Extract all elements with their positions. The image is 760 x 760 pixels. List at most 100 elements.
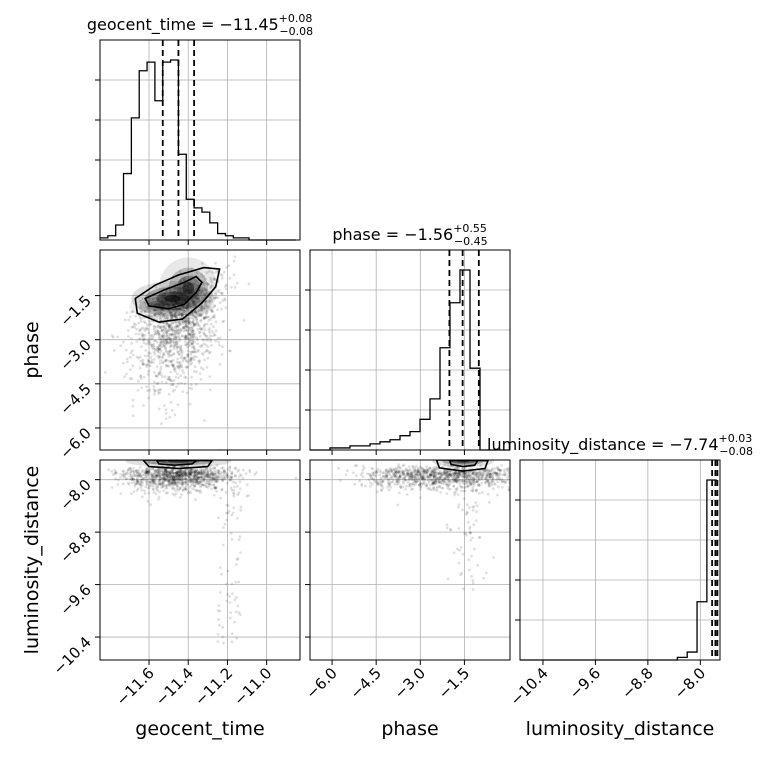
sample-point (152, 388, 156, 391)
sample-point (222, 641, 225, 645)
sample-point (162, 473, 165, 477)
sample-point (410, 482, 414, 485)
sample-point (176, 403, 180, 407)
sample-point (225, 473, 229, 477)
sample-point (168, 471, 172, 475)
sample-point (197, 323, 201, 326)
sample-point (425, 471, 429, 475)
sample-point (413, 482, 417, 486)
sample-point (204, 343, 208, 347)
sample-point (437, 480, 441, 484)
sample-point (188, 322, 191, 325)
sample-point (177, 307, 181, 310)
sample-point (170, 480, 174, 483)
sample-point (200, 313, 203, 317)
panel-frame-phase_vs_geocent_time (99, 249, 301, 451)
sample-point (183, 487, 187, 491)
sample-point (516, 479, 519, 482)
sample-point (207, 269, 211, 273)
sample-point (195, 336, 199, 340)
sample-point (470, 554, 473, 558)
sample-point (472, 479, 476, 482)
sample-point (397, 480, 401, 483)
sample-point (162, 332, 166, 336)
sample-point (396, 477, 400, 481)
sample-point (180, 349, 184, 353)
sample-point (189, 306, 193, 309)
sample-point (419, 474, 423, 478)
sample-point (417, 469, 420, 473)
sample-point (394, 475, 397, 478)
sample-point (174, 325, 178, 329)
sample-point (195, 320, 199, 324)
sample-point (145, 478, 149, 482)
sample-point (189, 286, 193, 290)
sample-point (180, 320, 184, 324)
sample-point (481, 472, 485, 475)
sample-point (165, 473, 169, 477)
sample-point (210, 471, 214, 475)
sample-point (152, 342, 156, 346)
sample-point (443, 469, 446, 473)
sample-point (447, 473, 451, 477)
sample-point (181, 306, 185, 310)
sample-point (138, 483, 142, 486)
sample-point (397, 470, 401, 474)
sample-point (178, 307, 182, 311)
sample-point (125, 311, 129, 315)
sample-point (195, 489, 199, 492)
sample-point (474, 501, 478, 505)
sample-point (216, 609, 220, 613)
sample-point (187, 332, 191, 336)
sample-point (458, 549, 461, 552)
sample-point (486, 476, 490, 480)
sample-point (444, 473, 448, 476)
sample-point (406, 474, 410, 478)
sample-point (228, 616, 232, 620)
sample-point (398, 476, 402, 479)
sample-point (182, 306, 186, 310)
sample-point (203, 473, 206, 477)
sample-point (157, 337, 161, 340)
sample-point (165, 321, 168, 325)
sample-point (201, 475, 205, 479)
sample-point (188, 473, 192, 476)
sample-point (158, 362, 162, 365)
sample-point (123, 472, 126, 476)
hist-grid-luminosity_distance (520, 499, 720, 621)
sample-point (410, 473, 414, 477)
sample-point (394, 471, 398, 475)
sample-point (169, 301, 173, 305)
sample-point (436, 476, 440, 480)
sample-point (486, 478, 490, 482)
sample-point (174, 334, 178, 338)
sample-point (144, 342, 148, 346)
sample-point (161, 343, 165, 346)
sample-point (214, 261, 217, 265)
sample-point (178, 338, 182, 342)
sample-point (167, 471, 171, 475)
sample-point (184, 477, 188, 480)
sample-point (124, 477, 128, 481)
sample-point (204, 300, 208, 304)
sample-point (145, 480, 148, 484)
sample-point (161, 324, 165, 328)
sample-point (193, 365, 197, 369)
sample-point (193, 469, 197, 473)
sample-point (156, 468, 160, 472)
sample-point (191, 336, 195, 340)
sample-point (452, 478, 456, 482)
sample-point (175, 487, 179, 491)
sample-point (193, 476, 196, 480)
sample-point (511, 477, 514, 480)
sample-point (516, 473, 519, 476)
sample-point (156, 354, 160, 358)
sample-point (177, 382, 180, 385)
sample-point (175, 315, 179, 319)
sample-point (165, 335, 169, 338)
sample-point (411, 482, 415, 486)
sample-point (164, 347, 167, 351)
sample-point (144, 473, 148, 476)
sample-point (446, 476, 449, 480)
sample-point (202, 342, 206, 346)
